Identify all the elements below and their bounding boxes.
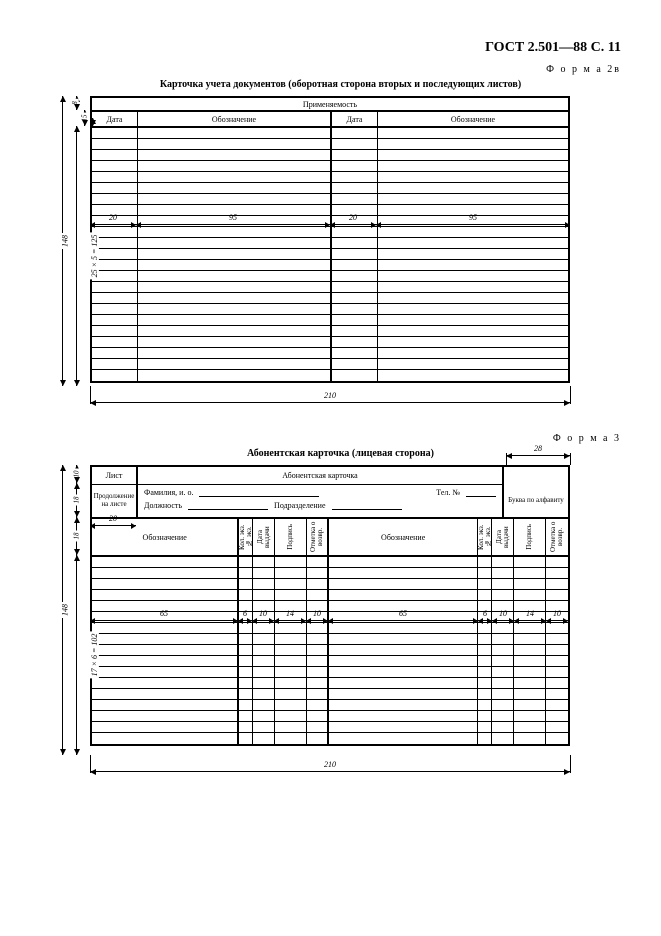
lbl-familia: Фамилия, и. о. — [144, 488, 193, 497]
col-otm2: Отметка о возвр. — [550, 520, 564, 554]
form1-label: Ф о р м а 2в — [60, 64, 621, 75]
hdr-bukva: Буква по алфавиту — [504, 485, 568, 519]
dim-label: 210 — [322, 760, 338, 769]
dim-label: 18 — [73, 531, 81, 542]
dim-label: 14 — [286, 609, 294, 618]
hdr-data1: Дата — [92, 112, 138, 128]
hdr-obozn2: Обозначение — [378, 112, 568, 128]
form1-body — [92, 128, 568, 381]
col-podpis1: Подпись — [287, 524, 294, 550]
col-kol1: Кол. экз. № экз. — [239, 520, 252, 554]
lbl-podrazd: Подразделение — [274, 501, 325, 510]
dim-label: 14 — [526, 609, 534, 618]
dim-label: 65 — [160, 609, 168, 618]
hdr-data2: Дата — [332, 112, 378, 128]
dim-label: 15 — [81, 113, 89, 124]
dim-label: 10 — [499, 609, 507, 618]
dim-label: 20 — [109, 213, 117, 222]
dim-label: 6 — [243, 609, 247, 618]
dim-label: 10 — [553, 609, 561, 618]
dim-label: 148 — [61, 602, 70, 618]
dim-label: 17 × 6 = 102 — [90, 632, 99, 679]
dim-label: 20 — [349, 213, 357, 222]
form1-drawing: 148 25 × 5 = 125 8 15 Применяемость Дата… — [90, 96, 580, 383]
hdr-primenyaemost: Применяемость — [92, 98, 568, 112]
dim-label: 8 — [71, 99, 79, 107]
dim-label: 6 — [483, 609, 487, 618]
dim-label: 10 — [313, 609, 321, 618]
dim-label: 148 — [61, 233, 70, 249]
info-block: Фамилия, и. о. Тел. № Должность Подразде… — [138, 485, 504, 519]
col-obozn2: Обозначение — [329, 519, 478, 557]
dim-label: 95 — [229, 213, 237, 222]
dim-label: 65 — [399, 609, 407, 618]
form2-body — [92, 557, 568, 744]
col-podpis2: Подпись — [526, 524, 533, 550]
col-data1: Дата выдачи — [257, 520, 271, 554]
hdr-obozn1: Обозначение — [138, 112, 332, 128]
page-header: ГОСТ 2.501—88 С. 11 — [60, 40, 621, 56]
dim-label: 10 — [73, 469, 81, 480]
form2-drawing: 148 17 × 6 = 102 10 18 18 28 Лист Абонен… — [90, 465, 580, 746]
col-data2: Дата выдачи — [496, 520, 510, 554]
form2-label: Ф о р м а 3 — [60, 433, 621, 444]
dim-label: 95 — [469, 213, 477, 222]
dim-label: 210 — [322, 391, 338, 400]
dim-label: 28 — [532, 444, 544, 453]
lbl-tel: Тел. № — [436, 488, 460, 497]
col-kol2: Кол. экз. № экз. — [478, 520, 491, 554]
hdr-list: Лист — [92, 467, 138, 485]
dim-label: 20 — [109, 514, 117, 523]
form1-title: Карточка учета документов (оборотная сто… — [60, 79, 621, 90]
dim-label: 18 — [73, 495, 81, 506]
dim-label: 25 × 5 = 125 — [90, 233, 99, 280]
hdr-card: Абонентская карточка — [138, 467, 504, 485]
lbl-dolzhnost: Должность — [144, 501, 182, 510]
dim-label: 10 — [259, 609, 267, 618]
col-otm1: Отметка о возвр. — [310, 520, 324, 554]
